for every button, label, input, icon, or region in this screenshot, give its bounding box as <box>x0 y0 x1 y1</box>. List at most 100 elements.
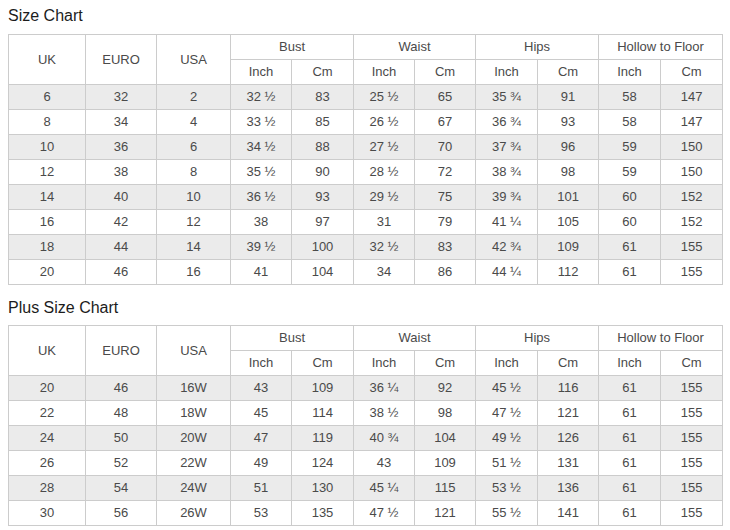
table-cell: 155 <box>661 426 723 451</box>
table-cell: 97 <box>292 210 354 235</box>
table-cell: 98 <box>415 401 476 426</box>
col-header-bust: Bust <box>231 326 354 351</box>
table-cell: 25 ½ <box>354 85 415 110</box>
table-row: 224818W4511438 ½9847 ½12161155 <box>9 401 723 426</box>
table-cell: 8 <box>9 110 86 135</box>
col-header-waist-inch: Inch <box>354 351 415 376</box>
table-cell: 53 <box>231 501 292 526</box>
table-cell: 44 ¼ <box>476 260 538 285</box>
size-chart-table-header: UK EURO USA Bust Waist Hips Hollow to Fl… <box>9 35 723 85</box>
table-cell: 16W <box>157 376 231 401</box>
header-row-groups: UK EURO USA Bust Waist Hips Hollow to Fl… <box>9 35 723 60</box>
col-header-usa: USA <box>157 35 231 85</box>
table-cell: 40 <box>86 185 157 210</box>
table-cell: 54 <box>86 476 157 501</box>
col-header-hollow-cm: Cm <box>661 60 723 85</box>
plus-size-chart-table-header: UK EURO USA Bust Waist Hips Hollow to Fl… <box>9 326 723 376</box>
table-cell: 150 <box>661 160 723 185</box>
table-cell: 32 <box>86 85 157 110</box>
table-cell: 22 <box>9 401 86 426</box>
table-cell: 4 <box>157 110 231 135</box>
table-cell: 41 ¼ <box>476 210 538 235</box>
table-cell: 14 <box>157 235 231 260</box>
table-cell: 24 <box>9 426 86 451</box>
table-cell: 150 <box>661 135 723 160</box>
table-row: 632232 ½8325 ½6535 ¾9158147 <box>9 85 723 110</box>
table-cell: 141 <box>538 501 599 526</box>
table-cell: 42 ¾ <box>476 235 538 260</box>
col-header-bust-inch: Inch <box>231 60 292 85</box>
table-cell: 34 <box>354 260 415 285</box>
col-header-euro: EURO <box>86 326 157 376</box>
table-cell: 29 ½ <box>354 185 415 210</box>
table-cell: 121 <box>415 501 476 526</box>
table-cell: 155 <box>661 401 723 426</box>
table-cell: 155 <box>661 376 723 401</box>
col-header-waist-inch: Inch <box>354 60 415 85</box>
col-header-hips-inch: Inch <box>476 60 538 85</box>
table-cell: 61 <box>599 476 661 501</box>
table-cell: 100 <box>292 235 354 260</box>
table-cell: 20W <box>157 426 231 451</box>
col-header-bust-cm: Cm <box>292 351 354 376</box>
col-header-waist-cm: Cm <box>415 351 476 376</box>
table-cell: 60 <box>599 185 661 210</box>
table-cell: 6 <box>9 85 86 110</box>
table-cell: 46 <box>86 376 157 401</box>
table-cell: 10 <box>9 135 86 160</box>
table-cell: 114 <box>292 401 354 426</box>
table-cell: 36 ¾ <box>476 110 538 135</box>
table-cell: 45 ½ <box>476 376 538 401</box>
col-header-bust-inch: Inch <box>231 351 292 376</box>
table-cell: 20 <box>9 376 86 401</box>
table-row: 204616W4310936 ¼9245 ½11661155 <box>9 376 723 401</box>
table-cell: 35 ¾ <box>476 85 538 110</box>
table-cell: 119 <box>292 426 354 451</box>
col-header-hips-inch: Inch <box>476 351 538 376</box>
col-header-waist: Waist <box>354 35 476 60</box>
table-row: 14401036 ½9329 ½7539 ¾10160152 <box>9 185 723 210</box>
table-cell: 101 <box>538 185 599 210</box>
size-chart-page: Size Chart UK EURO USA Bust Waist Hips H… <box>0 0 730 530</box>
plus-size-chart-table-body: 204616W4310936 ¼9245 ½11661155224818W451… <box>9 376 723 526</box>
table-row: 20461641104348644 ¼11261155 <box>9 260 723 285</box>
table-cell: 49 ½ <box>476 426 538 451</box>
table-cell: 135 <box>292 501 354 526</box>
table-cell: 58 <box>599 110 661 135</box>
size-chart-table: UK EURO USA Bust Waist Hips Hollow to Fl… <box>8 34 723 285</box>
col-header-hollow-to-floor: Hollow to Floor <box>599 326 723 351</box>
table-row: 834433 ½8526 ½6736 ¾9358147 <box>9 110 723 135</box>
table-cell: 126 <box>538 426 599 451</box>
table-cell: 34 ½ <box>231 135 292 160</box>
table-cell: 152 <box>661 185 723 210</box>
plus-size-chart-table: UK EURO USA Bust Waist Hips Hollow to Fl… <box>8 325 723 526</box>
table-cell: 51 ½ <box>476 451 538 476</box>
col-header-uk: UK <box>9 35 86 85</box>
size-chart-table-body: 632232 ½8325 ½6535 ¾9158147834433 ½8526 … <box>9 85 723 285</box>
table-cell: 35 ½ <box>231 160 292 185</box>
table-cell: 50 <box>86 426 157 451</box>
table-cell: 70 <box>415 135 476 160</box>
table-cell: 83 <box>415 235 476 260</box>
table-cell: 116 <box>538 376 599 401</box>
table-cell: 155 <box>661 501 723 526</box>
table-cell: 51 <box>231 476 292 501</box>
table-cell: 65 <box>415 85 476 110</box>
table-cell: 6 <box>157 135 231 160</box>
col-header-waist: Waist <box>354 326 476 351</box>
table-cell: 88 <box>292 135 354 160</box>
table-cell: 47 ½ <box>354 501 415 526</box>
table-cell: 56 <box>86 501 157 526</box>
table-cell: 8 <box>157 160 231 185</box>
col-header-hollow-inch: Inch <box>599 60 661 85</box>
table-cell: 22W <box>157 451 231 476</box>
table-cell: 18 <box>9 235 86 260</box>
table-cell: 16 <box>157 260 231 285</box>
col-header-bust: Bust <box>231 35 354 60</box>
table-cell: 61 <box>599 401 661 426</box>
table-cell: 28 <box>9 476 86 501</box>
table-cell: 38 <box>86 160 157 185</box>
table-cell: 93 <box>538 110 599 135</box>
table-cell: 75 <box>415 185 476 210</box>
table-cell: 44 <box>86 235 157 260</box>
